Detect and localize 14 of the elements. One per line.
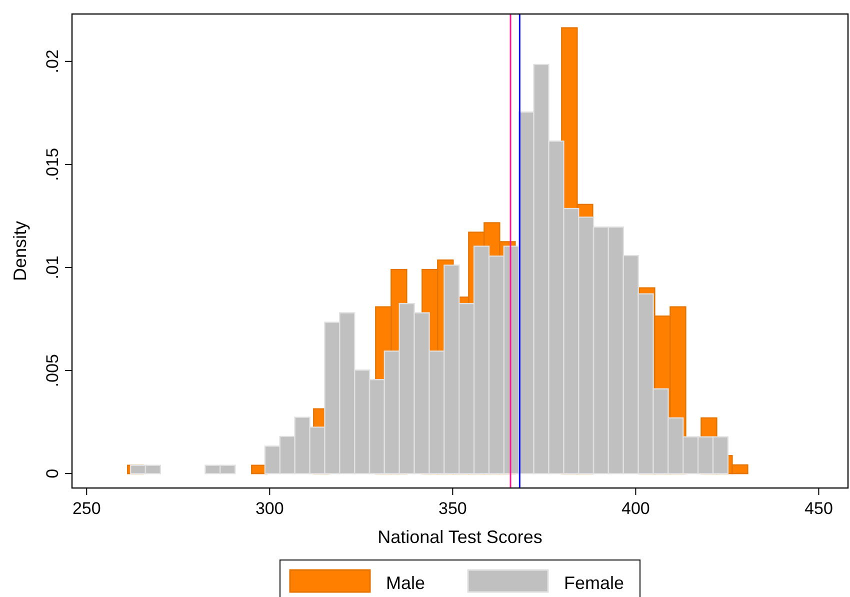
y-axis-title: Density — [10, 220, 30, 282]
legend-label: Female — [564, 573, 624, 593]
x-axis-title: National Test Scores — [378, 527, 542, 547]
y-tick-label: .01 — [43, 256, 62, 280]
x-tick-label: 250 — [72, 499, 101, 518]
y-tick-label: 0 — [43, 468, 62, 478]
x-tick-label: 400 — [622, 499, 650, 518]
y-tick-label: .015 — [43, 148, 62, 181]
legend-label: Male — [386, 573, 426, 593]
y-tick-label: .02 — [43, 50, 62, 74]
y-tick-label: .005 — [43, 354, 62, 388]
x-tick-label: 350 — [438, 499, 467, 518]
x-tick-label: 300 — [255, 499, 284, 518]
x-tick-label: 450 — [804, 499, 833, 518]
